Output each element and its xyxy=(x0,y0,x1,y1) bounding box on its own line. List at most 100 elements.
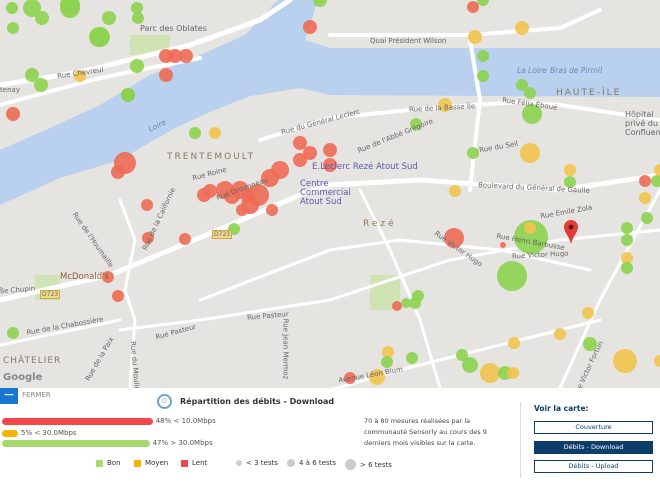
measurement-dot-bon[interactable] xyxy=(477,50,489,62)
measurement-dot-lent[interactable] xyxy=(159,68,173,82)
measurement-dot-bon[interactable] xyxy=(130,59,144,73)
measurement-dot-bon[interactable] xyxy=(189,127,201,139)
measurement-dot-bon[interactable] xyxy=(401,298,411,308)
measurement-dot-moyen[interactable] xyxy=(554,328,566,340)
measurement-dot-moyen[interactable] xyxy=(382,346,394,358)
measurement-dot-bon[interactable] xyxy=(313,0,327,7)
measurement-dot-bon[interactable] xyxy=(467,147,479,159)
measurement-dot-lent[interactable] xyxy=(303,146,317,160)
measurement-dot-moyen[interactable] xyxy=(369,369,385,385)
measurement-dot-bon[interactable] xyxy=(7,22,19,34)
measurement-dot-bon[interactable] xyxy=(477,70,489,82)
measurement-dot-lent[interactable] xyxy=(303,20,317,34)
measurement-dot-lent[interactable] xyxy=(293,153,307,167)
measurement-dot-moyen[interactable] xyxy=(74,70,86,82)
measurement-dot-bon[interactable] xyxy=(621,234,633,246)
measurement-dot-moyen[interactable] xyxy=(507,367,519,379)
measurement-dot-moyen[interactable] xyxy=(564,164,576,176)
measurement-dot-bon[interactable] xyxy=(516,79,528,91)
measurement-dot-lent[interactable] xyxy=(293,136,307,150)
measurement-dot-moyen[interactable] xyxy=(582,307,594,319)
measurement-dot-lent[interactable] xyxy=(112,290,124,302)
measurement-dot-lent[interactable] xyxy=(224,188,240,204)
measurement-dot-bon[interactable] xyxy=(456,349,468,361)
measurement-dot-moyen[interactable] xyxy=(209,127,221,139)
measurement-dot-bon[interactable] xyxy=(89,27,109,47)
measurement-dot-moyen[interactable] xyxy=(654,164,660,176)
measurement-dot-lent[interactable] xyxy=(6,107,20,121)
couverture-button[interactable]: Couverture xyxy=(534,421,653,434)
close-label[interactable]: FERMER xyxy=(22,391,51,399)
measurement-dot-bon[interactable] xyxy=(102,11,116,25)
measurement-dot-lent[interactable] xyxy=(639,175,651,187)
measurement-dot-bon[interactable] xyxy=(412,290,424,302)
measurement-dot-lent[interactable] xyxy=(323,158,337,172)
measurement-dot-moyen[interactable] xyxy=(520,143,540,163)
measurement-dot-bon[interactable] xyxy=(6,2,18,14)
measurement-dot-bon[interactable] xyxy=(477,0,489,6)
measurement-dot-lent[interactable] xyxy=(500,242,506,248)
map-poi[interactable]: McDonald's xyxy=(60,272,109,282)
measurement-dot-bon[interactable] xyxy=(131,2,143,14)
measurement-dot-lent[interactable] xyxy=(179,49,193,63)
measurement-dot-lent[interactable] xyxy=(444,228,464,248)
measurement-dot-bon[interactable] xyxy=(132,12,144,24)
measurement-dot-moyen[interactable] xyxy=(639,192,651,204)
measurement-dot-moyen[interactable] xyxy=(613,349,637,373)
map-poi[interactable]: E.Leclerc Rezé Atout Sud xyxy=(312,162,418,172)
measurement-dot-lent[interactable] xyxy=(179,233,191,245)
measurement-dot-lent[interactable] xyxy=(141,199,153,211)
measurement-dot-bon[interactable] xyxy=(621,262,633,274)
measurement-dot-lent[interactable] xyxy=(241,189,255,203)
measurement-dot-moyen[interactable] xyxy=(438,98,452,112)
measurement-dot-moyen[interactable] xyxy=(621,252,633,264)
measurement-dot-moyen[interactable] xyxy=(480,363,500,383)
measurement-dot-bon[interactable] xyxy=(60,0,80,18)
download-button[interactable]: Débits - Download xyxy=(534,441,653,454)
measurement-dot-lent[interactable] xyxy=(236,204,248,216)
measurement-dot-lent[interactable] xyxy=(344,372,356,384)
measurement-dot-lent[interactable] xyxy=(266,204,278,216)
measurement-dot-moyen[interactable] xyxy=(449,185,461,197)
measurement-dot-lent[interactable] xyxy=(261,169,279,187)
measurement-dot-bon[interactable] xyxy=(514,220,548,254)
map[interactable]: Parc des Oblates Quai Président Wilson R… xyxy=(0,0,660,388)
measurement-dot-bon[interactable] xyxy=(524,87,536,99)
measurement-dot-bon[interactable] xyxy=(651,175,660,187)
measurement-dot-moyen[interactable] xyxy=(508,337,520,349)
measurement-dot-lent[interactable] xyxy=(392,301,402,311)
upload-button[interactable]: Débits - Upload xyxy=(534,460,653,473)
measurement-dot-bon[interactable] xyxy=(23,0,41,17)
measurement-dot-lent[interactable] xyxy=(159,49,173,63)
measurement-dot-lent[interactable] xyxy=(467,1,479,13)
measurement-dot-bon[interactable] xyxy=(25,68,39,82)
map-canvas[interactable] xyxy=(0,0,660,388)
measurement-dot-bon[interactable] xyxy=(641,212,653,224)
measurement-dot-moyen[interactable] xyxy=(524,222,536,234)
measurement-dot-bon[interactable] xyxy=(564,176,576,188)
measurement-dot-bon[interactable] xyxy=(497,261,527,291)
measurement-dot-lent[interactable] xyxy=(111,165,125,179)
measurement-dot-bon[interactable] xyxy=(406,352,418,364)
measurement-dot-bon[interactable] xyxy=(462,357,478,373)
speedometer-icon: ⏲ xyxy=(157,394,172,409)
measurement-dot-bon[interactable] xyxy=(621,222,633,234)
measurement-dot-moyen[interactable] xyxy=(654,355,660,367)
measurement-dot-bon[interactable] xyxy=(34,78,48,92)
measurement-dot-lent[interactable] xyxy=(323,143,337,157)
measurement-dot-moyen[interactable] xyxy=(468,30,482,44)
measurement-dot-bon[interactable] xyxy=(7,327,19,339)
close-button[interactable]: − xyxy=(0,388,18,404)
measurement-dot-moyen[interactable] xyxy=(515,21,529,35)
measurement-dot-lent[interactable] xyxy=(142,232,154,244)
measurement-dot-bon[interactable] xyxy=(35,11,49,25)
measurement-dot-bon[interactable] xyxy=(522,104,542,124)
measurement-dot-bon[interactable] xyxy=(121,88,135,102)
measurement-dot-lent[interactable] xyxy=(102,271,114,283)
map-poi[interactable]: Centre Commercial Atout Sud xyxy=(300,179,351,207)
measurement-dot-lent[interactable] xyxy=(197,188,211,202)
measurement-dot-bon[interactable] xyxy=(381,356,393,368)
measurement-dot-bon[interactable] xyxy=(410,118,422,130)
measurement-dot-bon[interactable] xyxy=(583,337,597,351)
location-marker-icon[interactable] xyxy=(564,220,578,244)
